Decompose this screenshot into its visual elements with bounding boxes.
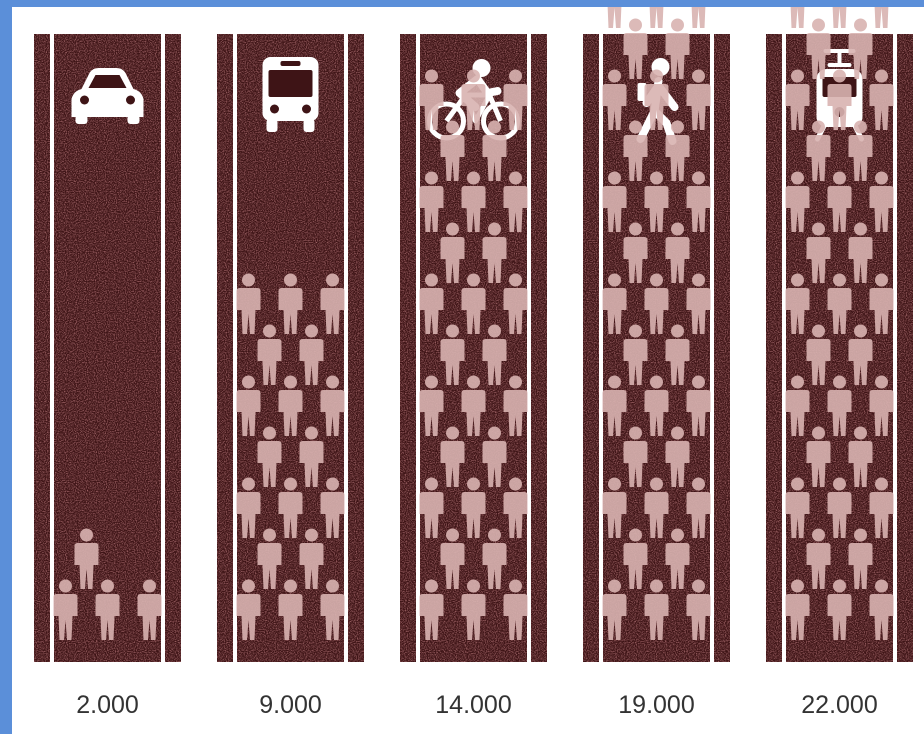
chart-frame: 2.000 9.000 14.000 19.000 22.000: [12, 7, 924, 734]
value-labels-group: 2.000 9.000 14.000 19.000 22.000: [76, 691, 878, 719]
lane-tram: [766, 7, 913, 662]
person-marker: [602, 7, 627, 28]
person-marker: [644, 7, 669, 28]
value-label-tram: 22.000: [801, 691, 877, 719]
lane-line-left: [50, 34, 54, 662]
lane-texture: [400, 34, 547, 662]
value-label-bus: 9.000: [259, 691, 322, 719]
lane-bus: [217, 34, 364, 662]
lane-pedestrian: [583, 7, 730, 662]
lane-texture: [34, 34, 181, 662]
lane-line-left: [233, 34, 237, 662]
bus-icon: [262, 57, 319, 132]
lane-line-left: [599, 34, 603, 662]
person-marker: [869, 7, 894, 28]
lane-line-right: [344, 34, 348, 662]
value-label-bicycle: 14.000: [435, 691, 511, 719]
value-label-car: 2.000: [76, 691, 139, 719]
lane-line-right: [527, 34, 531, 662]
person-marker: [686, 7, 711, 28]
value-label-pedestrian: 19.000: [618, 691, 694, 719]
lane-texture: [583, 34, 730, 662]
lane-car: [34, 34, 181, 662]
person-marker: [827, 7, 852, 28]
lane-line-right: [161, 34, 165, 662]
lane-line-left: [782, 34, 786, 662]
lane-line-left: [416, 34, 420, 662]
lanes-group: [34, 7, 913, 662]
person-marker: [785, 7, 810, 28]
lane-bicycle: [400, 34, 547, 662]
lane-line-right: [710, 34, 714, 662]
car-icon: [71, 68, 144, 124]
lane-texture: [217, 34, 364, 662]
lane-texture: [766, 34, 913, 662]
lane-line-right: [893, 34, 897, 662]
chart-svg: 2.000 9.000 14.000 19.000 22.000: [34, 7, 913, 719]
